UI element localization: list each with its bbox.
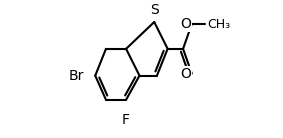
Text: CH₃: CH₃ (208, 18, 231, 30)
Text: O: O (180, 17, 191, 31)
Text: O: O (180, 67, 191, 81)
Text: S: S (150, 3, 158, 17)
Text: F: F (122, 112, 130, 127)
Text: Br: Br (68, 69, 84, 83)
